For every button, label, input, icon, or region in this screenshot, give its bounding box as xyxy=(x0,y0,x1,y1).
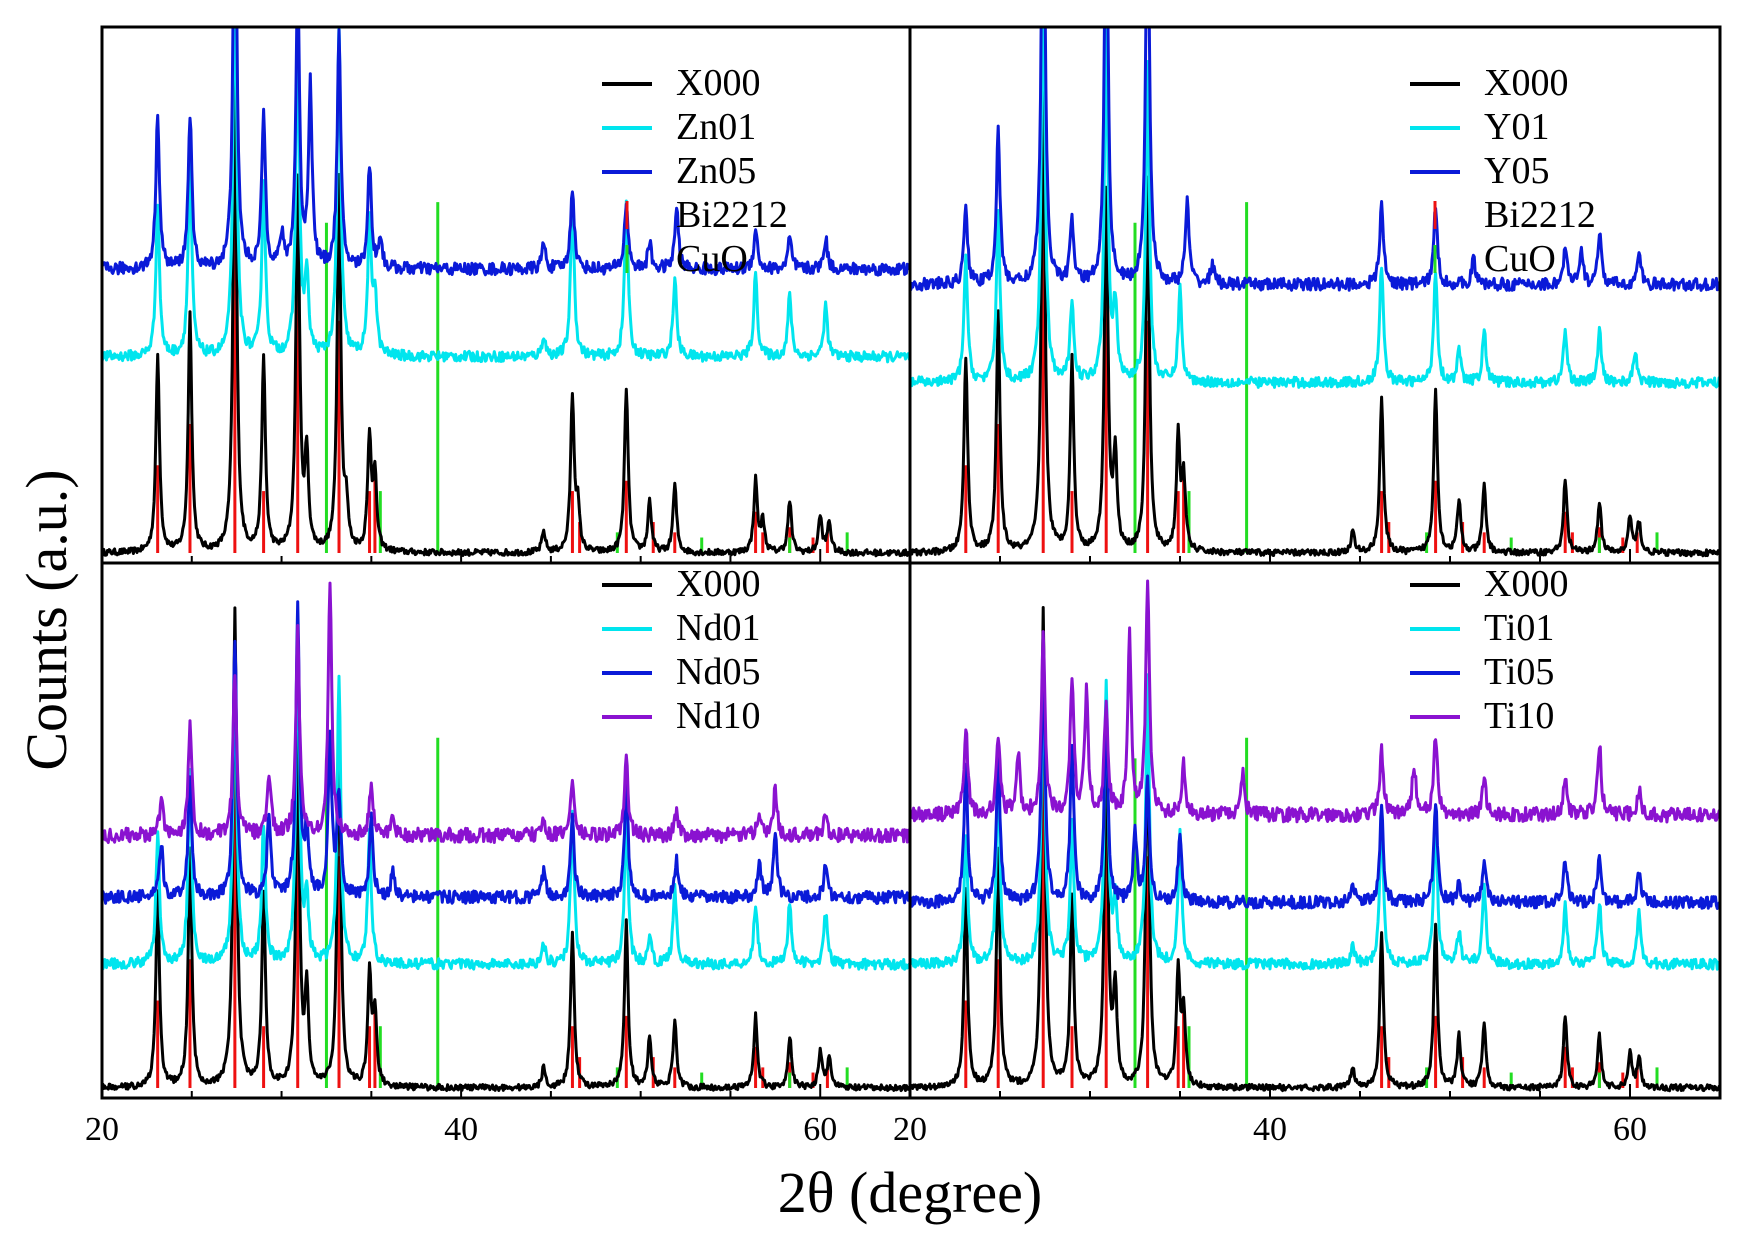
y-axis-title: Counts (a.u.) xyxy=(14,469,79,770)
series-line-y01 xyxy=(910,27,1720,389)
legend-label-ti05: Ti05 xyxy=(1484,651,1554,693)
plot-area xyxy=(102,27,910,558)
legend-label-nd10: Nd10 xyxy=(676,695,760,737)
panels-group: X000Zn01Zn05Bi2212CuOX000Y01Y05Bi2212CuO… xyxy=(85,25,1722,1148)
legend-label-zn01: Zn01 xyxy=(676,106,756,148)
legend-label-cuo: CuO xyxy=(1484,238,1556,280)
legend-label-y05: Y05 xyxy=(1484,150,1549,192)
legend-label-nd01: Nd01 xyxy=(676,607,760,649)
legend-label-ti01: Ti01 xyxy=(1484,607,1554,649)
legend-label-nd05: Nd05 xyxy=(676,651,760,693)
x-tick-label: 60 xyxy=(1613,1111,1647,1148)
series-line-x000 xyxy=(910,70,1720,558)
legend-label-x000: X000 xyxy=(676,62,760,104)
x-tick-label: 20 xyxy=(893,1111,927,1148)
x-axis-title: 2θ (degree) xyxy=(778,1160,1042,1225)
legend-label-cuo: CuO xyxy=(676,238,748,280)
series-line-ti10 xyxy=(910,579,1720,824)
series-line-x000 xyxy=(102,69,910,558)
legend-label-x000: X000 xyxy=(676,563,760,605)
legend-label-zn05: Zn05 xyxy=(676,150,756,192)
legend-label-bi2212: Bi2212 xyxy=(1484,194,1596,236)
legend-label-y01: Y01 xyxy=(1484,106,1549,148)
legend-label-x000: X000 xyxy=(1484,62,1568,104)
legend-label-x000: X000 xyxy=(1484,563,1568,605)
series-line-zn05 xyxy=(102,27,910,277)
plot-area xyxy=(910,579,1720,1093)
legend-label-bi2212: Bi2212 xyxy=(676,194,788,236)
series-line-y05 xyxy=(910,27,1720,292)
x-tick-label: 60 xyxy=(803,1111,837,1148)
legend-label-ti10: Ti10 xyxy=(1484,695,1554,737)
panel-frame xyxy=(908,561,1722,1100)
series-line-nd10 xyxy=(102,581,910,844)
x-tick-label: 20 xyxy=(85,1111,119,1148)
plot-area xyxy=(102,581,910,1093)
plot-area xyxy=(910,27,1720,558)
x-tick-label: 40 xyxy=(444,1111,478,1148)
x-tick-label: 40 xyxy=(1253,1111,1287,1148)
